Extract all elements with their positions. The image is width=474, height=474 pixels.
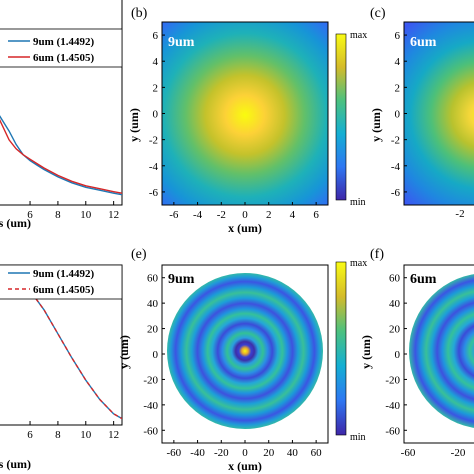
x-tick-label: -4 — [193, 209, 203, 221]
legend-label-9um-d: 9um (1.4492) — [33, 268, 94, 280]
x-tick-label: 60 — [311, 447, 323, 459]
y-tick-label: 0 — [395, 109, 401, 121]
y-tick-label: 40 — [147, 298, 159, 310]
y-tick-label: 6 — [153, 30, 159, 42]
panel-f-heatmap: (f) 6um 60 40 20 0 -20 -40 -60 y (um) -60 -20 — [359, 247, 474, 459]
panel-c-xtick: -2 — [455, 208, 464, 220]
x-tick-label: 10 — [80, 209, 92, 221]
y-tick-label: 0 — [153, 109, 159, 121]
y-tick-label: -40 — [143, 400, 158, 412]
x-tick-label: 2 — [266, 209, 272, 221]
panel-b-colorbar-min: min — [350, 197, 366, 208]
legend-label-6um-d: 6um (1.4505) — [33, 284, 94, 296]
x-tick-label: 6 — [27, 429, 33, 441]
x-tick-label: -20 — [214, 447, 229, 459]
y-tick-label: 60 — [389, 273, 401, 285]
panel-b-colorbar — [335, 33, 347, 201]
x-tick-label: -6 — [169, 209, 179, 221]
panel-label-e: (e) — [131, 247, 147, 262]
y-tick-label: -60 — [143, 425, 158, 437]
y-tick-label: -40 — [385, 400, 400, 412]
panel-c-heatmap: (c) 6um 6 4 2 0 -2 -4 -6 y (um) -2 — [369, 6, 474, 220]
y-tick-label: 0 — [395, 349, 401, 361]
x-tick-label: -2 — [217, 209, 226, 221]
series-line-0 — [0, 115, 122, 196]
panel-d-line-chart: 6 8 10 12 us (um) 9um (1.4492) 6um (1.4505) — [0, 264, 123, 471]
panel-b-ylabel: y (um) — [127, 108, 141, 142]
y-tick-label: -2 — [391, 135, 400, 147]
panel-a-xlabel: us (um) — [0, 216, 31, 230]
panel-b-title: 9um — [168, 35, 195, 50]
y-tick-label: 0 — [153, 349, 159, 361]
x-tick-label: 8 — [55, 209, 61, 221]
panel-b-colorbar-max: max — [350, 30, 367, 41]
panel-b-heatmap: (b) 9um 6 4 2 0 -2 -4 -6 -6 -4 -2 0 2 4 6 y (um) x (… — [127, 6, 367, 235]
series-line-1 — [0, 118, 122, 194]
x-tick-label: 6 — [313, 209, 319, 221]
y-tick-label: 2 — [153, 82, 159, 94]
x-tick-label: -60 — [167, 447, 182, 459]
y-tick-label: 6 — [395, 30, 401, 42]
y-tick-label: -20 — [385, 374, 400, 386]
y-tick-label: 60 — [147, 273, 159, 285]
y-tick-label: 40 — [389, 298, 401, 310]
panel-c-ylabel: y (um) — [369, 108, 383, 142]
panel-b-gaussian-spot — [162, 22, 328, 205]
panel-a-line-chart: 6 8 10 12 us (um) 9um (1.4492) 6um (1.4505) — [0, 0, 123, 230]
panel-e-xlabel: x (um) — [228, 459, 262, 473]
panel-f-xtick-b: -20 — [451, 447, 466, 459]
panel-f-ylabel: y (um) — [359, 335, 373, 369]
panel-e-colorbar-max: max — [350, 258, 367, 269]
y-tick-label: 4 — [153, 56, 159, 68]
x-tick-label: 12 — [108, 429, 119, 441]
panel-c-gaussian-spot — [404, 22, 474, 205]
x-tick-label: 10 — [80, 429, 92, 441]
y-tick-label: -6 — [149, 187, 159, 199]
panel-e-colorbar — [335, 261, 347, 436]
y-tick-label: -20 — [143, 374, 158, 386]
panel-label-b: (b) — [131, 6, 148, 21]
y-tick-label: -60 — [385, 425, 400, 437]
panel-e-title: 9um — [168, 272, 195, 287]
x-tick-label: -40 — [190, 447, 205, 459]
y-tick-label: 20 — [389, 324, 401, 336]
x-tick-label: 40 — [287, 447, 299, 459]
panel-e-colorbar-min: min — [350, 432, 366, 443]
x-tick-label: 4 — [290, 209, 296, 221]
x-tick-label: 6 — [27, 209, 33, 221]
panel-f-ring-pattern — [409, 274, 474, 428]
panel-d-xlabel: us (um) — [0, 457, 31, 471]
panel-e-heatmap: (e) 9um 60 40 20 0 -20 -40 -60 -60 -40 -20 0 20 40 6… — [117, 247, 367, 473]
y-tick-label: -4 — [391, 161, 401, 173]
x-tick-label: 8 — [55, 429, 61, 441]
y-tick-label: -4 — [149, 161, 159, 173]
panel-label-f: (f) — [370, 247, 384, 262]
y-tick-label: 2 — [395, 82, 401, 94]
panel-label-c: (c) — [370, 6, 386, 21]
panel-f-title: 6um — [410, 272, 437, 287]
y-tick-label: 20 — [147, 324, 159, 336]
x-tick-label: 0 — [242, 447, 248, 459]
panel-e-ylabel: y (um) — [117, 335, 131, 369]
x-tick-label: 0 — [242, 209, 248, 221]
y-tick-label: 4 — [395, 56, 401, 68]
panel-d-legend: 9um (1.4492) 6um (1.4505) — [0, 264, 123, 300]
legend-label-9um: 9um (1.4492) — [33, 36, 94, 48]
x-tick-label: 20 — [263, 447, 275, 459]
panel-f-xtick-a: -60 — [401, 447, 416, 459]
y-tick-label: -2 — [149, 135, 158, 147]
x-tick-label: 12 — [108, 209, 119, 221]
panel-c-title: 6um — [410, 35, 437, 50]
panel-a-legend: 9um (1.4492) 6um (1.4505) — [0, 28, 123, 68]
y-tick-label: -6 — [391, 187, 401, 199]
legend-label-6um: 6um (1.4505) — [33, 52, 94, 64]
panel-e-ring-pattern — [167, 273, 323, 429]
panel-b-xlabel: x (um) — [228, 221, 262, 235]
